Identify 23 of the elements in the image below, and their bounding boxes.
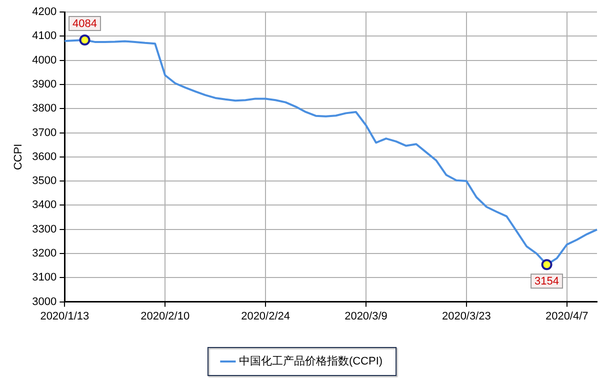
y-tick-label: 3200 [32,248,57,260]
x-tick-label: 2020/3/23 [442,310,491,322]
y-tick-label: 4100 [32,30,57,42]
y-tick-label: 3500 [32,175,57,188]
y-tick-label: 3900 [32,78,57,90]
x-tick-label: 2020/1/13 [40,310,90,322]
y-tick-label: 3600 [32,150,57,163]
y-tick-label: 3800 [32,102,57,115]
y-tick-label: 3000 [32,296,57,308]
data-label: 4084 [72,18,97,30]
y-tick-label: 3100 [32,272,57,284]
x-tick-label: 2020/2/24 [241,310,290,322]
x-tick-label: 2020/3/9 [344,310,388,322]
y-tick-label: 3400 [32,199,57,212]
x-tick-label: 2020/2/10 [140,310,190,322]
x-tick-label: 2020/4/7 [545,310,588,322]
legend-label: 中国化工产品价格指数(CCPI) [238,354,383,368]
y-tick-label: 3700 [32,126,57,139]
y-tick-label: 4000 [32,54,57,66]
data-label: 3154 [534,276,560,288]
y-tick-label: 3300 [32,223,57,236]
y-axis-title: CCPI [12,144,25,170]
y-tick-label: 4200 [32,6,57,18]
